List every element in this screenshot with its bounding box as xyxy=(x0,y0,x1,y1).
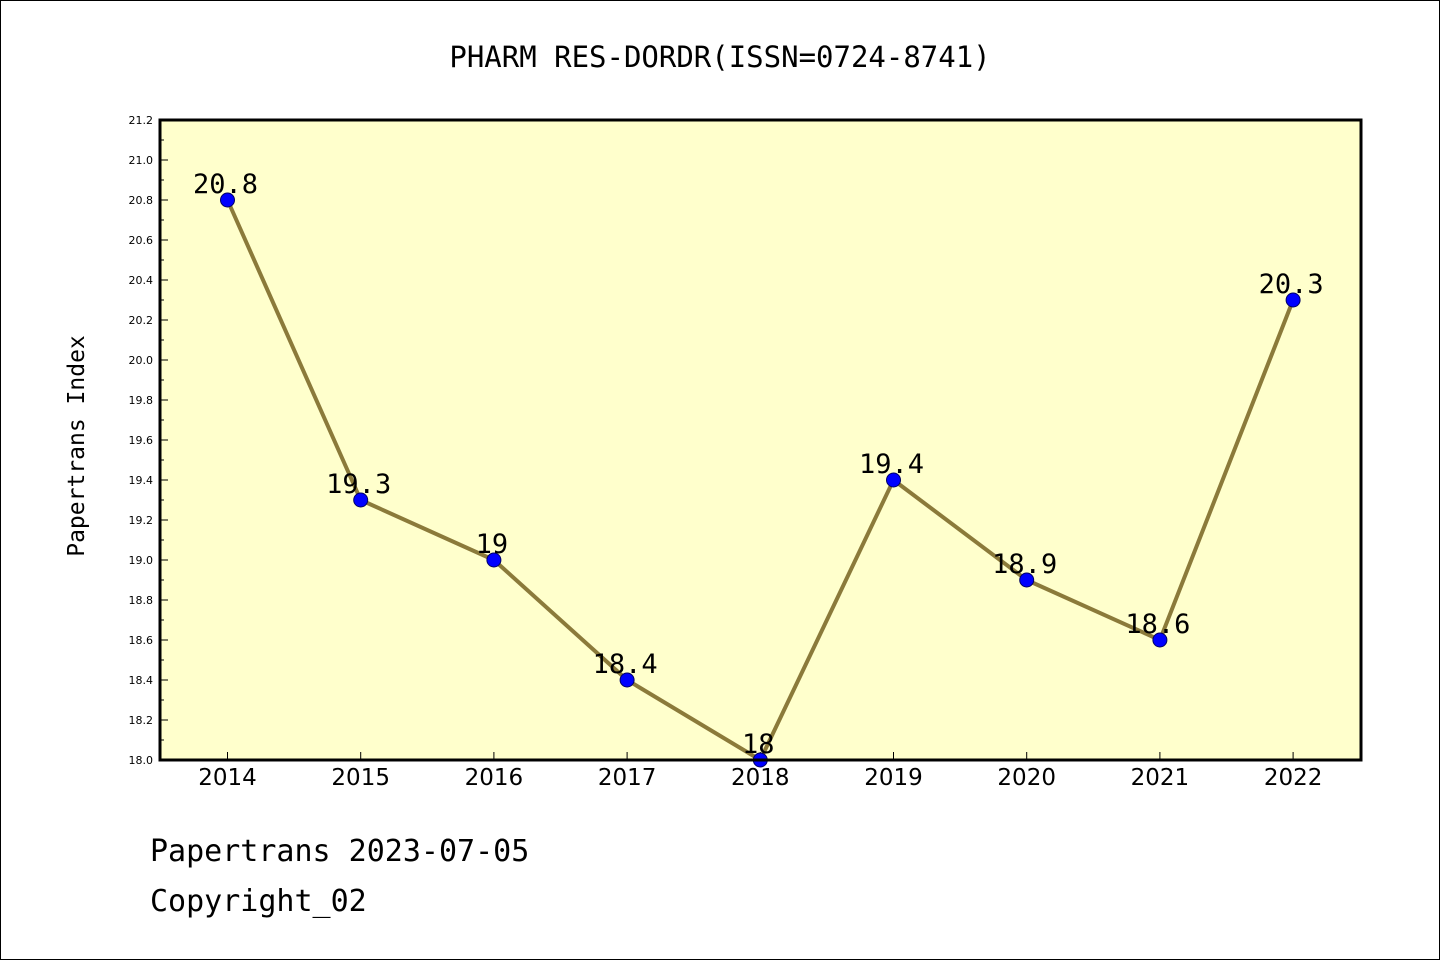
y-tick-label: 19.6 xyxy=(129,434,154,447)
data-point xyxy=(353,492,369,508)
y-tick-label: 20.2 xyxy=(129,314,154,327)
x-tick-label: 2020 xyxy=(997,765,1056,791)
y-tick-label: 19.8 xyxy=(129,394,154,407)
y-tick-label: 20.0 xyxy=(129,354,154,367)
y-axis-label: Papertrans Index xyxy=(64,335,90,557)
data-label: 19 xyxy=(476,529,509,560)
x-tick-label: 2014 xyxy=(198,765,257,791)
data-point xyxy=(486,552,502,568)
data-point xyxy=(1285,292,1301,308)
y-tick-label: 20.4 xyxy=(129,274,154,287)
data-label: 18.9 xyxy=(992,549,1057,580)
x-tick-label: 2022 xyxy=(1264,765,1323,791)
data-label: 18 xyxy=(742,729,775,760)
y-tick-label: 18.4 xyxy=(129,674,154,687)
x-tick-label: 2016 xyxy=(465,765,524,791)
y-tick-label: 18.8 xyxy=(129,594,154,607)
y-tick-label: 19.4 xyxy=(129,474,154,487)
x-tick-label: 2018 xyxy=(731,765,790,791)
data-label: 19.3 xyxy=(326,469,391,500)
x-tick-label: 2021 xyxy=(1131,765,1190,791)
data-point xyxy=(220,192,235,208)
x-tick-label: 2015 xyxy=(331,765,390,791)
data-label: 20.8 xyxy=(193,169,258,200)
data-point xyxy=(1019,572,1035,588)
y-tick-label: 21.2 xyxy=(129,114,154,127)
y-tick-label: 19.0 xyxy=(129,554,154,567)
data-label: 18.6 xyxy=(1125,609,1190,640)
data-markers xyxy=(220,192,1301,768)
data-labels: 20.8 19.3 19 18.4 18 19.4 18.9 18.6 20.3 xyxy=(193,169,1324,760)
chart-title: PHARM RES-DORDR(ISSN=0724-8741) xyxy=(449,40,990,74)
y-tick-label: 20.8 xyxy=(129,194,154,207)
y-tick-label: 19.2 xyxy=(129,514,154,527)
y-tick-label: 18.0 xyxy=(129,754,154,767)
data-label: 20.3 xyxy=(1259,269,1324,300)
x-tick-label: 2017 xyxy=(598,765,657,791)
data-label: 19.4 xyxy=(859,449,924,480)
y-tick-label: 18.2 xyxy=(129,714,154,727)
data-point xyxy=(619,672,635,688)
data-label: 18.4 xyxy=(593,649,658,680)
data-point xyxy=(886,472,901,488)
x-axis-ticks: 2014 2015 2016 2017 2018 2019 2020 2021 2022 xyxy=(198,752,1322,791)
data-point xyxy=(1152,632,1168,648)
plot-area xyxy=(160,120,1361,760)
footer-date: Papertrans 2023-07-05 xyxy=(150,834,530,869)
y-tick-label: 21.0 xyxy=(129,154,154,167)
x-tick-label: 2019 xyxy=(864,765,923,791)
plot-border xyxy=(158,118,1363,762)
y-tick-label: 18.6 xyxy=(129,634,154,647)
footer-copyright: Copyright_02 xyxy=(150,884,367,919)
y-tick-label: 20.6 xyxy=(129,234,154,247)
